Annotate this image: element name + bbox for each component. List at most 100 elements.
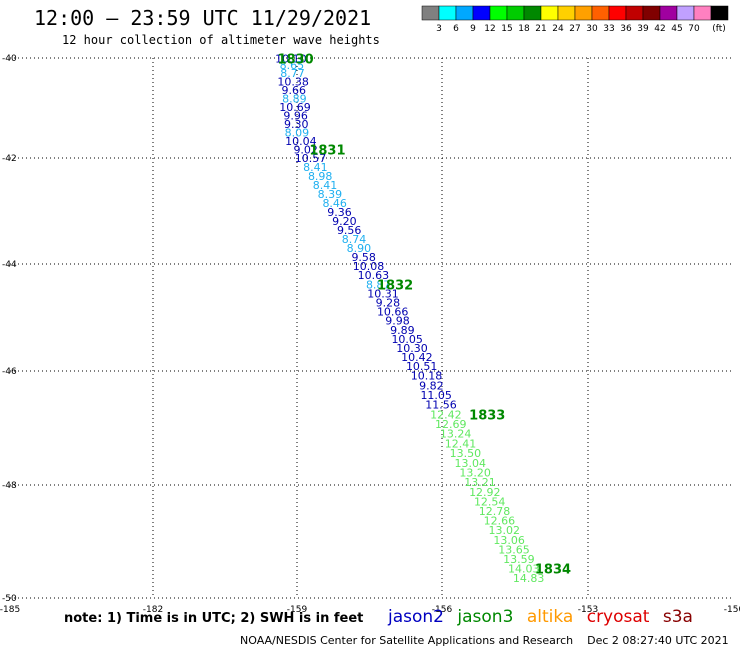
colorbar-swatch — [540, 5, 559, 21]
data-label: 9.66 — [281, 84, 306, 97]
data-label: 13.04 — [454, 457, 486, 470]
data-label: 9.56 — [337, 224, 362, 237]
x-tick-label: -156 — [432, 605, 453, 615]
colorbar-swatch — [455, 5, 474, 21]
data-label: 9.30 — [284, 118, 309, 131]
x-tick-label: -185 — [0, 605, 20, 615]
data-label: 9.98 — [385, 315, 410, 328]
data-label: 10.08 — [353, 260, 385, 273]
footer-timestamp: Dec 2 08:27:40 UTC 2021 — [587, 634, 729, 647]
credit-text: NOAA/NESDIS Center for Satellite Applica… — [240, 634, 574, 647]
data-label: 10.38 — [277, 76, 309, 89]
data-label: 12.54 — [474, 495, 506, 508]
footer-note: note: 1) Time is in UTC; 2) SWH is in fe… — [64, 611, 364, 626]
colorbar-label: 18 — [518, 24, 530, 34]
footer-credit: NOAA/NESDIS Center for Satellite Applica… — [240, 634, 729, 647]
colorbar-swatch — [489, 5, 508, 21]
data-label: 13.02 — [489, 524, 521, 537]
data-label: 13.21 — [464, 476, 496, 489]
colorbar-swatch — [574, 5, 593, 21]
x-tick-label: -182 — [143, 605, 163, 615]
colorbar-swatch — [523, 5, 542, 21]
data-label: 12.66 — [484, 515, 516, 528]
colorbar-label: 30 — [586, 24, 598, 34]
data-label: 9.58 — [351, 251, 376, 264]
data-label: 13.06 — [493, 534, 525, 547]
data-label: 8.09 — [285, 127, 310, 140]
legend-cryosat: cryosat — [586, 607, 650, 627]
y-tick-label: -50 — [2, 594, 17, 604]
data-label: 10.42 — [401, 351, 433, 364]
colorbar-label: 15 — [501, 24, 512, 34]
legend-s3a: s3a — [662, 607, 693, 627]
legend-jason3: jason3 — [457, 607, 514, 627]
colorbar-label: 42 — [654, 24, 665, 34]
data-label: 10.69 — [279, 101, 311, 114]
colorbar-label: 21 — [535, 24, 546, 34]
data-label: 10.18 — [411, 370, 443, 383]
colorbar-label: 36 — [620, 24, 632, 34]
colorbar-swatch — [421, 5, 440, 21]
data-label: 10.10 — [275, 53, 307, 66]
data-label: 9.96 — [283, 110, 308, 123]
legend-jason2: jason2 — [388, 607, 444, 627]
chart-subtitle: 12 hour collection of altimeter wave hei… — [62, 33, 380, 47]
colorbar-label: 70 — [688, 24, 700, 34]
x-tick-label: -153 — [578, 605, 598, 615]
data-label: 8.39 — [318, 188, 343, 201]
colorbar-label: 27 — [569, 24, 580, 34]
time-labels: 1830 1831 1832 1833 1834 — [278, 53, 572, 578]
colorbar-swatch — [710, 5, 729, 21]
data-label: 14.83 — [513, 572, 545, 585]
colorbar-swatch — [625, 5, 644, 21]
data-label: 10.30 — [396, 342, 428, 355]
data-label: 10.66 — [377, 306, 409, 319]
y-tick-label: -48 — [2, 481, 17, 491]
y-tick-label: -40 — [2, 54, 17, 64]
colorbar-label: 45 — [671, 24, 682, 34]
data-label: 9.89 — [390, 324, 415, 337]
data-label: 8.90 — [347, 242, 372, 255]
data-label: 8.46 — [322, 197, 347, 210]
colorbar-swatch — [676, 5, 695, 21]
colorbar-label: 33 — [603, 24, 614, 34]
colorbar-swatch — [506, 5, 525, 21]
legend-altika: altika — [526, 607, 574, 627]
colorbar-label: 3 — [436, 24, 442, 34]
data-label: 12.42 — [430, 408, 462, 421]
data-label: 8.87 — [366, 278, 391, 291]
data-label: 11.56 — [425, 399, 457, 412]
colorbar-unit: (ft) — [712, 24, 726, 34]
data-label: 13.24 — [440, 428, 472, 441]
colorbar-swatch — [608, 5, 627, 21]
data-label: 12.69 — [435, 418, 467, 431]
time-label: 1831 — [309, 144, 345, 159]
data-label: 8.98 — [308, 170, 333, 183]
colorbar-swatch — [438, 5, 457, 21]
time-label: 1830 — [278, 53, 314, 68]
satellite-legend: jason2 jason3 altika cryosat s3a — [388, 607, 701, 627]
data-label: 9.82 — [419, 379, 444, 392]
time-label: 1832 — [377, 278, 413, 293]
data-label: 10.63 — [358, 269, 390, 282]
time-label: 1833 — [469, 408, 505, 423]
data-label: 10.57 — [295, 152, 327, 165]
data-label: 8.77 — [280, 67, 305, 80]
data-label: 14.03 — [508, 563, 540, 576]
data-label: 9.02 — [293, 144, 318, 157]
data-label: 10.05 — [391, 333, 423, 346]
colorbar-swatch — [591, 5, 610, 21]
data-label: 8.65 — [280, 59, 305, 72]
data-label: 13.20 — [459, 466, 491, 479]
y-tick-label: -44 — [2, 260, 17, 270]
data-label: 13.50 — [450, 447, 482, 460]
chart-grid — [10, 57, 734, 599]
time-label: 1834 — [535, 563, 571, 578]
colorbar-swatch — [472, 5, 491, 21]
colorbar-label: 12 — [484, 24, 495, 34]
data-label: 9.36 — [327, 206, 352, 219]
colorbar-swatch — [557, 5, 576, 21]
data-label: 10.04 — [285, 135, 317, 148]
data-label: 12.92 — [469, 486, 501, 499]
data-label: 8.41 — [313, 179, 338, 192]
